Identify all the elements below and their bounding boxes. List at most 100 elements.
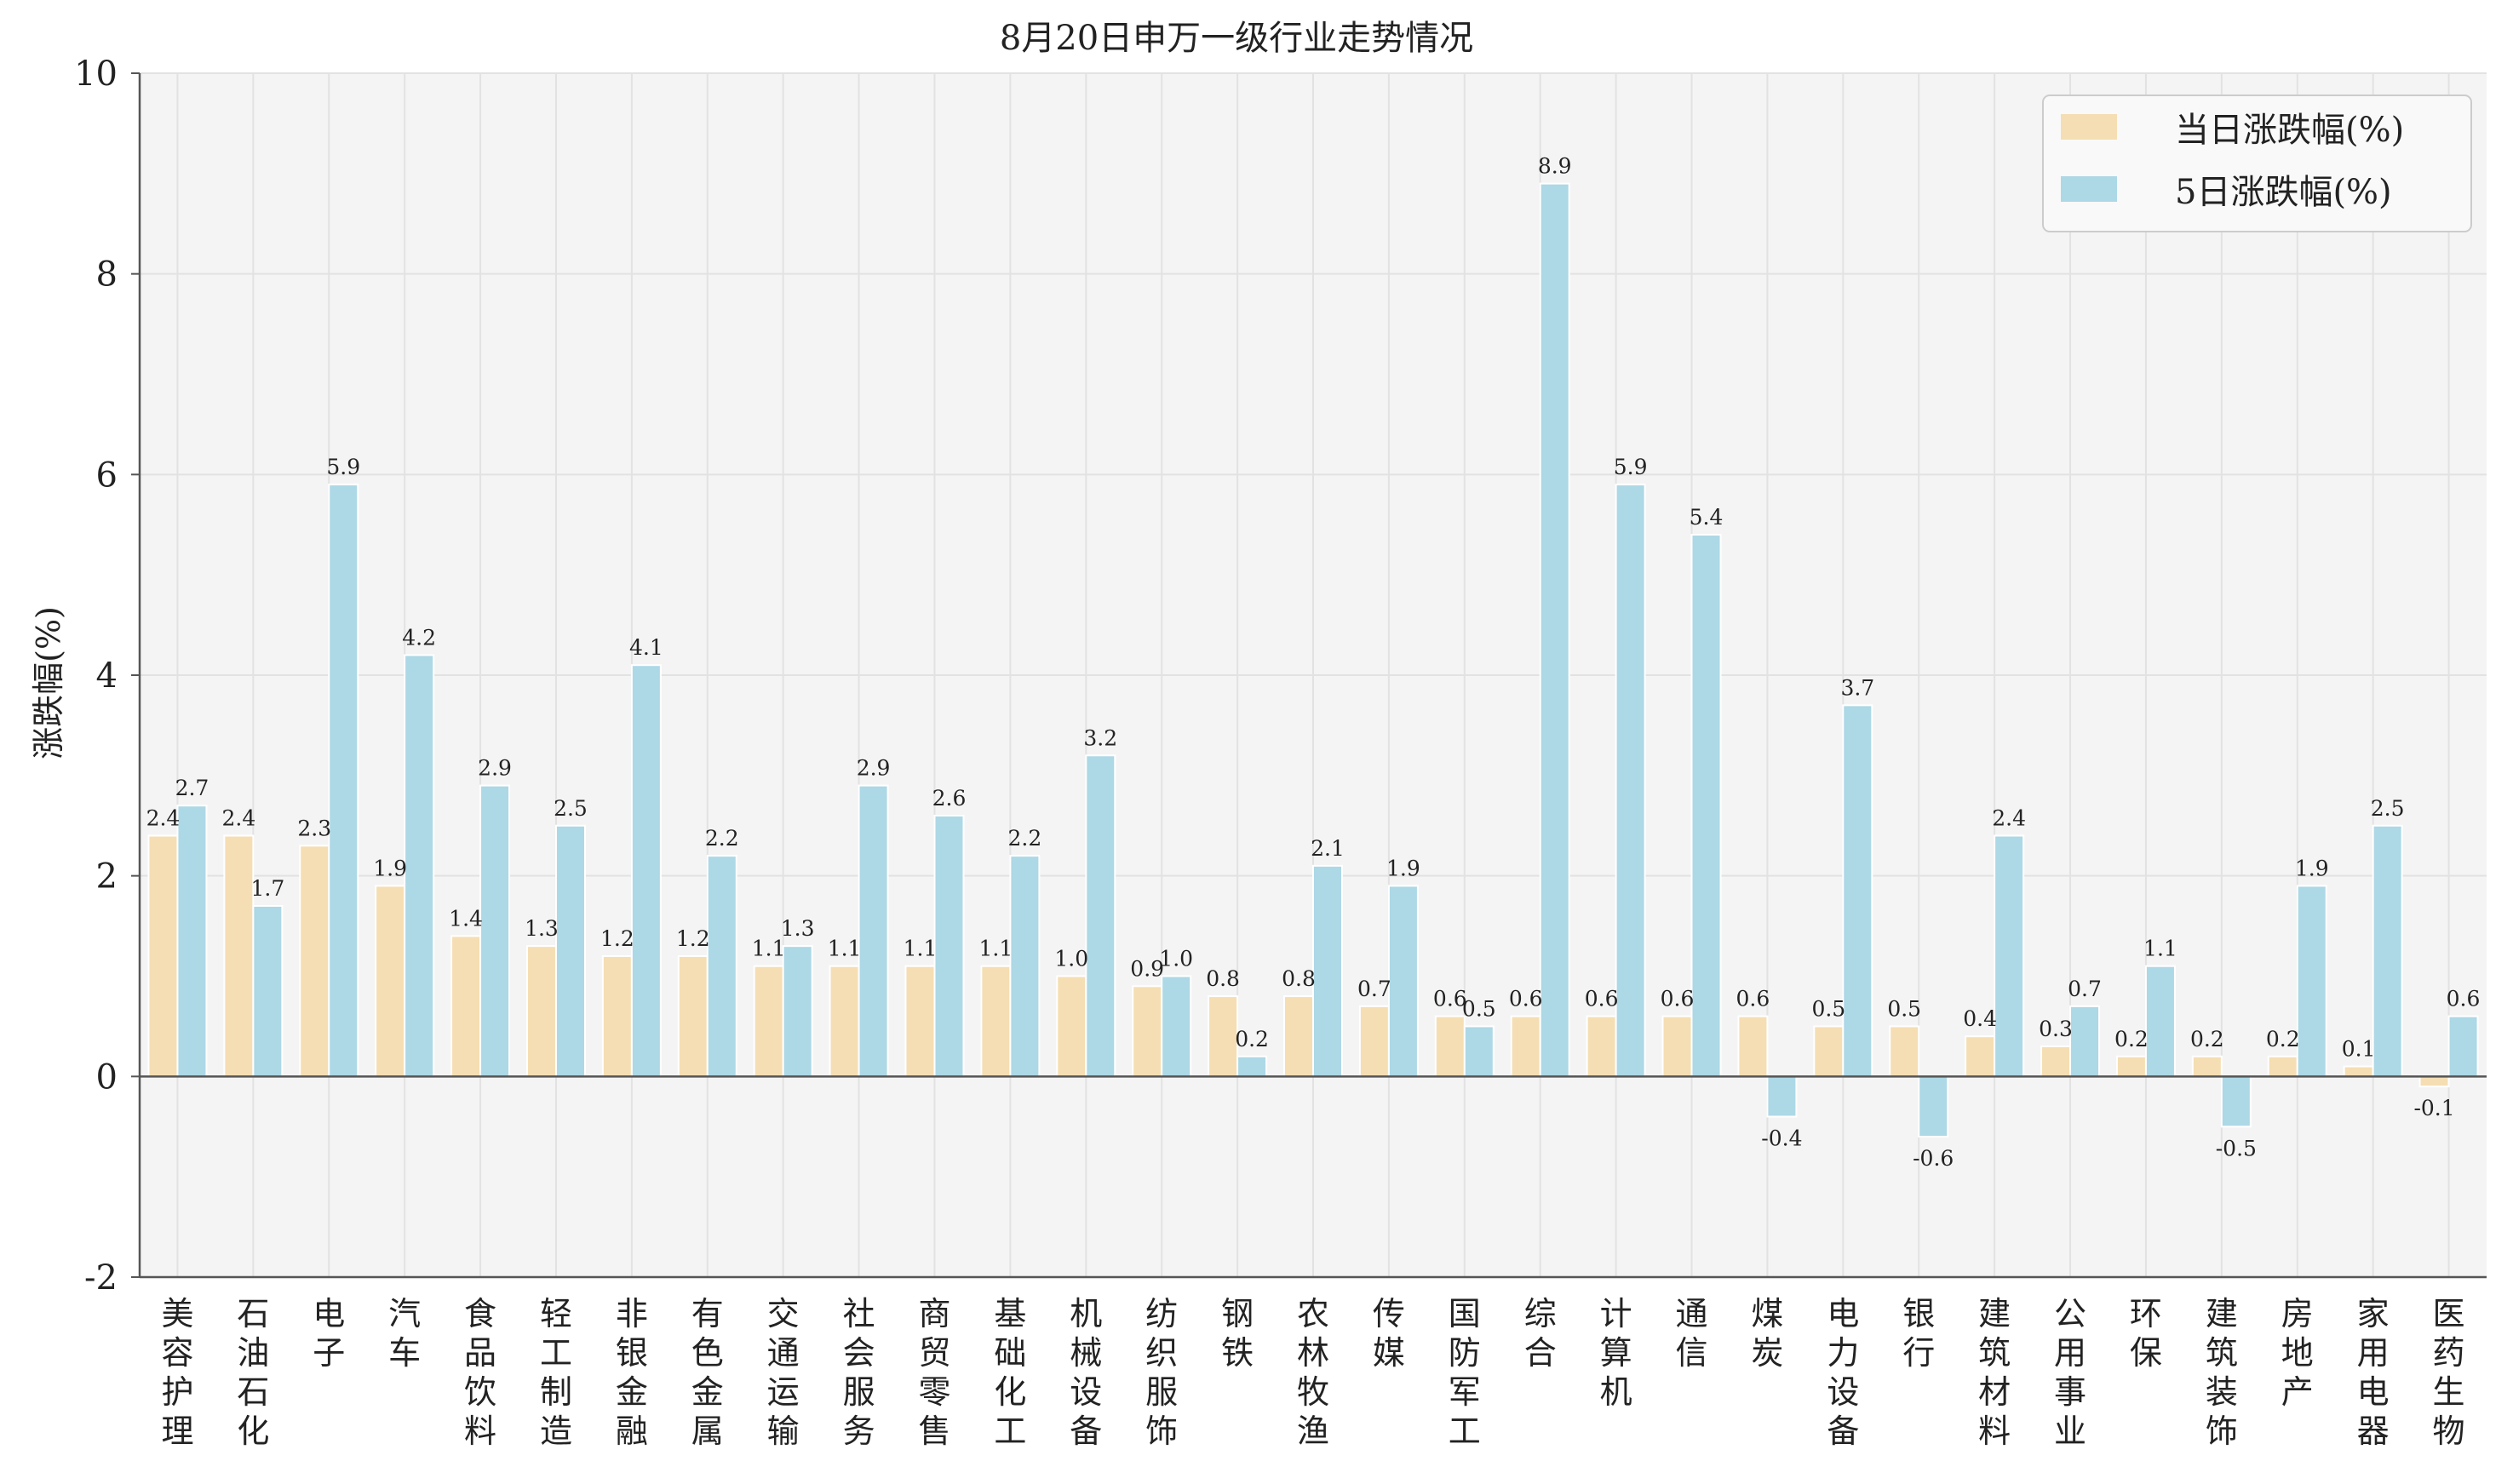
data-labels: 2.4 2.4 2.31.91.4 1.3 1.2 1.2 1.1 1.1 1.1 1.1 1.0 0… — [146, 154, 2481, 1171]
data-label-today: 0.6 — [1736, 987, 1770, 1011]
bar-5day — [933, 814, 965, 1078]
x-tick-label: 机械设备 — [1070, 1295, 1102, 1450]
x-tick-label: 通信 — [1676, 1295, 1708, 1372]
legend: 当日涨跌幅(%) 5日涨跌幅(%) — [2042, 95, 2472, 232]
bar-5day — [630, 664, 662, 1078]
data-label-5day: 2.2 — [705, 826, 739, 851]
data-label-today: 0.5 — [1811, 996, 1845, 1021]
x-tick-label: 家用电器 — [2357, 1295, 2390, 1450]
x-tick-label: 银行 — [1902, 1295, 1935, 1372]
x-tick-label: 计算机 — [1600, 1295, 1632, 1411]
bar-5day — [1009, 855, 1041, 1078]
data-label-5day: 2.6 — [932, 786, 967, 811]
x-tick-label: 建筑材料 — [1978, 1295, 2011, 1450]
bar-today — [1434, 1015, 1466, 1078]
x-tick-label: 电力设备 — [1827, 1295, 1859, 1450]
data-label-5day: 1.0 — [1159, 947, 1193, 971]
bars — [147, 182, 2479, 1138]
bar-5day — [706, 855, 737, 1078]
data-label-5day: -0.6 — [1913, 1146, 1954, 1171]
data-label-5day: 2.5 — [2371, 796, 2405, 821]
axes — [131, 72, 2487, 1279]
data-label-5day: 0.6 — [2447, 987, 2481, 1011]
data-label-5day: 5.9 — [1614, 455, 1648, 479]
data-label-5day: 3.2 — [1083, 725, 1117, 750]
bar-5day — [1085, 754, 1116, 1078]
bar-5day — [858, 784, 889, 1078]
bar-today — [2115, 1055, 2147, 1078]
data-label-today: 0.2 — [2114, 1027, 2149, 1051]
data-label-5day: 4.1 — [629, 635, 663, 660]
data-label-5day: 1.7 — [250, 876, 284, 901]
bar-5day — [2296, 885, 2327, 1078]
x-tick-label: 食品饮料 — [464, 1295, 496, 1450]
bar-today — [601, 954, 633, 1078]
y-tick-label: 4 — [96, 656, 118, 696]
x-tick-label: 钢铁 — [1221, 1295, 1254, 1372]
x-tick-label: 公用事业 — [2054, 1295, 2086, 1450]
bar-5day — [2144, 965, 2176, 1078]
x-tick-label: 医药生物 — [2433, 1295, 2465, 1450]
y-tick-label: 0 — [96, 1057, 118, 1097]
bar-today — [450, 935, 482, 1078]
bar-today — [1889, 1025, 1920, 1078]
bar-today — [1056, 975, 1087, 1078]
bar-5day — [1312, 864, 1343, 1078]
y-tick-label: 2 — [96, 857, 118, 897]
data-label-today: 0.6 — [1509, 987, 1543, 1011]
bar-5day — [1539, 182, 1570, 1078]
bar-today — [980, 965, 1012, 1078]
data-label-today: 1.0 — [1054, 947, 1088, 971]
data-label-today: 1.9 — [373, 856, 407, 880]
bar-today — [223, 834, 255, 1078]
data-label-today: 0.4 — [1963, 1006, 1997, 1031]
data-label-5day: 8.9 — [1538, 154, 1572, 179]
data-label-5day: 0.2 — [1235, 1027, 1269, 1051]
bar-today — [1586, 1015, 1617, 1078]
data-label-today: 2.3 — [297, 816, 331, 840]
legend-swatch-today — [2061, 114, 2117, 140]
x-tick-label: 美容护理 — [161, 1295, 193, 1450]
x-tick-label: 纺织服饰 — [1145, 1295, 1178, 1450]
bar-today — [2267, 1055, 2298, 1078]
data-label-5day: -0.4 — [1761, 1126, 1802, 1150]
bar-5day — [176, 805, 208, 1078]
bar-5day — [328, 484, 359, 1078]
data-label-today: 1.1 — [828, 937, 862, 961]
data-label-today: 1.1 — [979, 937, 1013, 961]
x-tick-label: 非银金融 — [616, 1295, 648, 1450]
data-label-5day: 4.2 — [402, 625, 436, 650]
bar-today — [375, 885, 406, 1078]
y-tick-label: 6 — [96, 456, 118, 495]
bar-today — [677, 954, 709, 1078]
bar-today — [1510, 1015, 1541, 1078]
bar-5day — [1387, 885, 1419, 1078]
data-label-today: 0.1 — [2342, 1037, 2376, 1062]
x-tick-label: 传媒 — [1373, 1295, 1405, 1372]
legend-label-today: 当日涨跌幅(%) — [2175, 111, 2404, 150]
bar-5day — [1236, 1055, 1268, 1078]
data-label-5day: 0.5 — [1462, 996, 1496, 1021]
legend-box — [2042, 95, 2472, 232]
bar-5day — [1615, 484, 1646, 1078]
legend-label-5day: 5日涨跌幅(%) — [2175, 173, 2392, 212]
bar-5day — [2372, 824, 2403, 1078]
data-label-today: 0.6 — [1585, 987, 1619, 1011]
data-label-today: 0.5 — [1887, 996, 1921, 1021]
data-label-today: 0.7 — [1357, 977, 1391, 1001]
x-tick-label: 石油石化 — [237, 1295, 269, 1450]
bar-today — [299, 845, 330, 1078]
y-tick-label: 10 — [74, 54, 118, 94]
data-label-5day: 5.4 — [1690, 505, 1724, 530]
data-label-5day: 2.5 — [554, 796, 588, 821]
data-label-today: 0.8 — [1282, 966, 1316, 991]
x-tick-label: 基础化工 — [994, 1295, 1026, 1450]
bar-5day — [1161, 975, 1192, 1078]
x-tick-label: 有色金属 — [691, 1295, 724, 1450]
bar-today — [2343, 1065, 2374, 1078]
data-label-5day: 2.2 — [1008, 826, 1042, 851]
bar-5day — [1842, 704, 1873, 1078]
bar-today — [753, 965, 784, 1078]
bar-5day — [1463, 1025, 1495, 1078]
bar-today — [1813, 1025, 1845, 1078]
